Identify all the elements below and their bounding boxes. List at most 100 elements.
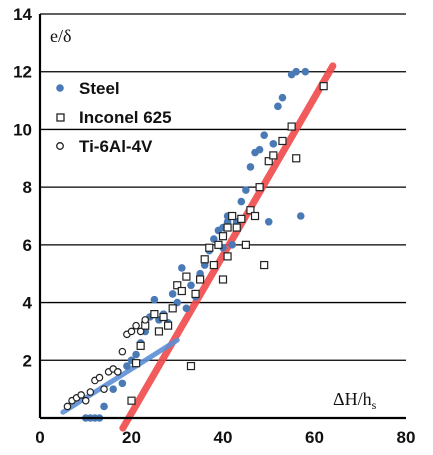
- point-steel-22: [187, 281, 195, 290]
- point-steel-34: [242, 186, 250, 194]
- legend-label-steel: Steel: [79, 79, 120, 98]
- point-inconel-625-26: [250, 211, 260, 221]
- point-ti-6al-4v-4: [81, 396, 90, 405]
- legend-marker-inconel: [56, 113, 65, 122]
- point-inconel-625-32: [287, 122, 296, 131]
- point-steel-44: [292, 67, 301, 76]
- point-steel-42: [278, 93, 287, 102]
- point-steel-39: [264, 217, 273, 226]
- point-inconel-625-27: [255, 183, 264, 192]
- point-inconel-625-9: [173, 281, 182, 290]
- point-inconel-625-11: [182, 272, 191, 281]
- axis-layer: [38, 14, 406, 420]
- point-inconel-625-30: [269, 151, 278, 160]
- red-fit-line: [119, 62, 337, 432]
- point-inconel-625-21: [228, 211, 237, 221]
- point-steel-37: [255, 145, 264, 154]
- point-steel-41: [274, 102, 282, 111]
- point-inconel-625-17: [209, 260, 218, 270]
- point-inconel-625-13: [191, 289, 200, 299]
- x-axis-label-main: ΔH/h: [333, 389, 372, 409]
- point-inconel-625-18: [214, 240, 223, 249]
- point-inconel-625-29: [264, 157, 273, 166]
- point-ti-6al-4v-17: [141, 316, 150, 324]
- point-ti-6al-4v-12: [118, 347, 127, 356]
- point-inconel-625-15: [200, 255, 209, 264]
- point-steel-18: [168, 290, 177, 298]
- y-tick-label-4: 4: [23, 294, 33, 313]
- y-tick-label-8: 8: [23, 178, 32, 197]
- point-inconel-625-23: [237, 214, 246, 223]
- point-ti-6al-4v-11: [113, 368, 122, 376]
- point-steel-33: [237, 197, 246, 206]
- point-inconel-625-33: [292, 154, 301, 163]
- point-inconel-625-20: [223, 223, 232, 232]
- point-inconel-625-6: [159, 312, 168, 322]
- legend: Steel Inconel 625 Ti-6Al-4V: [56, 79, 172, 156]
- y-tick-label-2: 2: [23, 351, 32, 370]
- point-steel-4: [100, 402, 108, 411]
- legend-label-ti: Ti-6Al-4V: [79, 137, 153, 156]
- point-inconel-625-16: [205, 243, 214, 252]
- point-steel-38: [260, 131, 268, 139]
- point-steel-10: [132, 350, 140, 359]
- point-inconel-625-14: [196, 275, 205, 284]
- point-inconel-625-7: [164, 321, 173, 330]
- point-steel-46: [301, 67, 310, 76]
- fit-layer: [60, 62, 337, 432]
- legend-label-inconel: Inconel 625: [79, 108, 172, 127]
- point-inconel-625-4: [150, 310, 159, 319]
- blue-fit-line: [60, 337, 180, 415]
- point-inconel-625-19: [218, 232, 228, 241]
- point-ti-6al-4v-16: [136, 327, 145, 336]
- point-steel-7: [118, 379, 127, 388]
- point-ti-6al-4v-3: [77, 391, 85, 399]
- point-inconel-625-35: [218, 275, 228, 284]
- y-axis-label: e/δ: [50, 26, 71, 46]
- point-inconel-625-12: [186, 361, 196, 371]
- x-tick-label-40: 40: [214, 428, 233, 447]
- y-tick-label-6: 6: [23, 236, 32, 255]
- point-steel-40: [269, 140, 278, 148]
- point-steel-20: [178, 264, 186, 272]
- x-tick-label-0: 0: [35, 428, 44, 447]
- point-ti-6al-4v-15: [132, 321, 140, 330]
- y-tick-label-14: 14: [13, 5, 32, 24]
- point-ti-6al-4v-8: [100, 385, 108, 393]
- y-tick-label-10: 10: [13, 120, 32, 139]
- x-axis-label-subscript: s: [372, 398, 377, 412]
- legend-marker-steel: [56, 84, 64, 92]
- point-steel-35: [246, 163, 255, 171]
- point-steel-5: [109, 385, 117, 393]
- point-ti-6al-4v-5: [86, 388, 95, 396]
- x-tick-label-20: 20: [122, 428, 141, 447]
- point-inconel-625-24: [241, 240, 250, 249]
- x-axis-label: ΔH/hs: [333, 389, 377, 412]
- tick-layer: 2 4 6 8 10 12 14 0 20 40 60 80: [13, 5, 415, 447]
- point-inconel-625-0: [127, 396, 136, 405]
- grid-layer: [40, 13, 406, 361]
- point-ti-6al-4v-14: [127, 327, 136, 336]
- point-steel-45: [296, 212, 305, 220]
- point-inconel-625-36: [223, 252, 232, 261]
- point-inconel-625-1: [131, 359, 141, 368]
- point-inconel-625-34: [319, 82, 328, 91]
- point-inconel-625-22: [232, 223, 241, 232]
- point-ti-6al-4v-0: [63, 402, 72, 411]
- point-inconel-625-31: [278, 136, 287, 146]
- point-steel-8: [123, 362, 131, 370]
- point-inconel-625-10: [177, 286, 186, 296]
- y-tick-label-12: 12: [13, 63, 32, 82]
- point-inconel-625-5: [154, 327, 164, 336]
- point-inconel-625-8: [168, 304, 177, 313]
- x-tick-label-60: 60: [305, 428, 324, 447]
- x-tick-label-80: 80: [397, 428, 416, 447]
- point-steel-14: [150, 295, 159, 304]
- point-steel-31: [228, 241, 236, 249]
- point-ti-6al-4v-7: [95, 373, 104, 382]
- point-steel-21: [182, 304, 191, 313]
- point-inconel-625-25: [246, 206, 255, 215]
- legend-marker-ti: [56, 142, 64, 150]
